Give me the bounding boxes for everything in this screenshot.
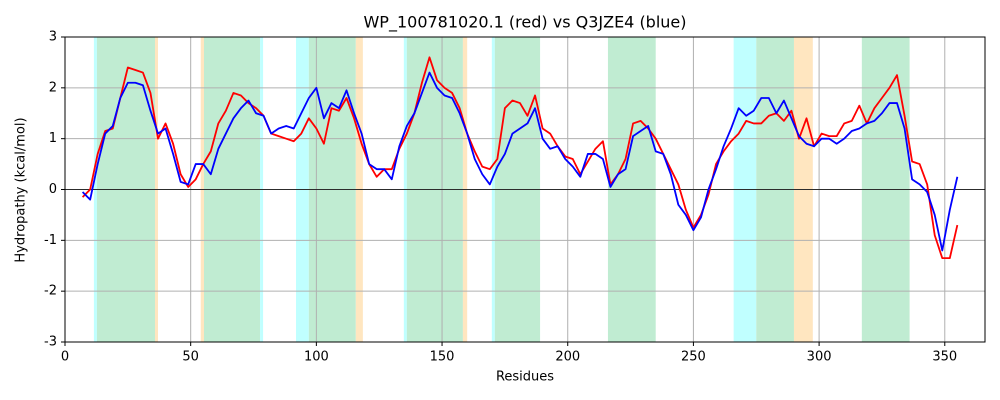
y-tick-label: 0 — [49, 182, 57, 197]
y-tick-label: 1 — [49, 131, 57, 146]
x-tick-label: 150 — [430, 350, 455, 365]
axes: 0 50 100 150 200 250 300 350 -3 -2 -1 0 1 2 3 — [44, 30, 986, 365]
y-tick-label: -1 — [44, 233, 57, 248]
x-tick-label: 0 — [61, 350, 69, 365]
y-tick-label: 2 — [49, 80, 57, 95]
x-tick-label: 300 — [807, 350, 832, 365]
x-tick-label: 250 — [681, 350, 706, 365]
series-line — [81, 71, 959, 252]
y-tick-label: -2 — [44, 284, 57, 299]
x-tick-label: 50 — [182, 350, 199, 365]
y-tick-label: -3 — [44, 335, 57, 350]
lines — [81, 56, 959, 260]
x-tick-label: 200 — [555, 350, 580, 365]
x-tick-label: 350 — [932, 350, 957, 365]
series-line — [81, 56, 959, 260]
x-tick-label: 100 — [304, 350, 329, 365]
chart-title: WP_100781020.1 (red) vs Q3JZE4 (blue) — [363, 13, 686, 33]
x-axis-label: Residues — [496, 370, 554, 385]
plot-frame — [64, 36, 986, 343]
y-tick-label: 3 — [49, 30, 57, 45]
y-axis-label: Hydropathy (kcal/mol) — [14, 117, 29, 262]
